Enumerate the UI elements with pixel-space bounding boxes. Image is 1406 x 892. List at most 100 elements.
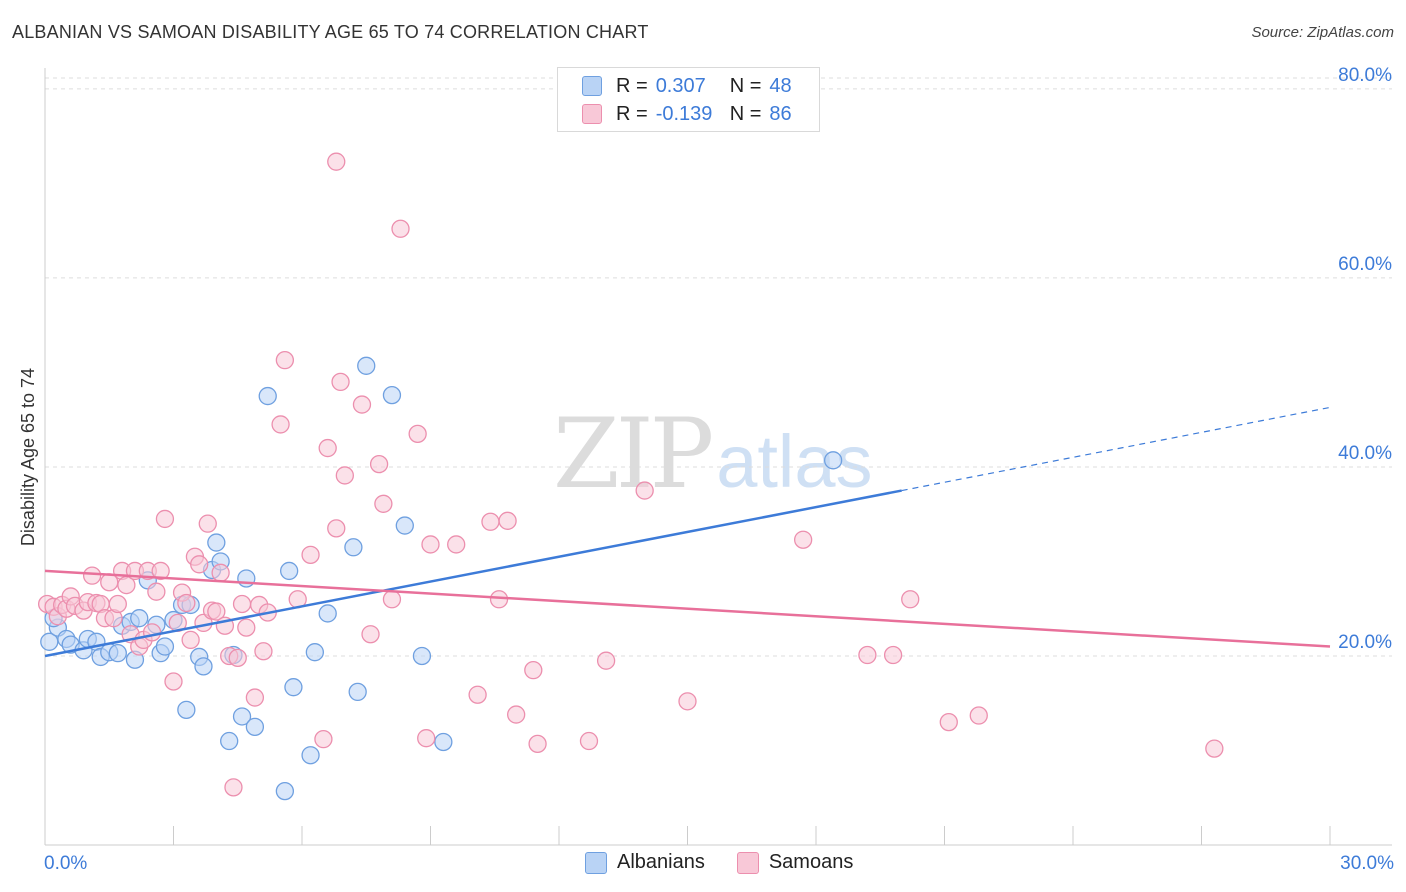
samoans-point (271, 415, 290, 434)
albanians-point (382, 385, 402, 405)
samoans-point (858, 645, 877, 665)
samoans-point (794, 530, 813, 549)
albanians-point (155, 637, 175, 656)
chart-title: ALBANIAN VS SAMOAN DISABILITY AGE 65 TO … (12, 22, 649, 42)
samoans-point (190, 555, 209, 574)
albanians-point (237, 569, 256, 588)
albanians-point (412, 646, 432, 666)
samoans-point (301, 545, 320, 564)
samoans-point (635, 481, 654, 500)
grid (45, 77, 1392, 657)
albanians-swatch (582, 76, 602, 96)
samoans-point (481, 512, 500, 531)
samoans-point (335, 466, 354, 485)
y-tick-label: 80.0% (1338, 65, 1392, 86)
albanians-legend-swatch (585, 851, 607, 874)
samoans-point (579, 731, 599, 751)
albanians-point (434, 732, 453, 752)
albanians-r-value: 0.307 (655, 74, 706, 97)
samoans-point (82, 566, 102, 585)
albanians-point (301, 746, 320, 765)
samoans-point (369, 454, 389, 474)
albanians-point (130, 609, 149, 628)
albanians-legend-label: Albanians (617, 851, 705, 873)
albanians-trend-extension (901, 406, 1331, 492)
samoans-point (232, 594, 252, 614)
samoans-point (327, 519, 346, 538)
samoans-point (421, 535, 440, 554)
samoans-point (228, 648, 247, 668)
y-tick-label: 60.0% (1338, 254, 1392, 275)
albanians-point (344, 538, 363, 557)
n-label: N = (729, 102, 762, 125)
y-axis-title: Disability Age 65 to 74 (18, 368, 38, 546)
samoans-point (237, 618, 256, 637)
samoans-point (331, 372, 350, 392)
samoans-point (318, 438, 337, 458)
samoans-point (275, 351, 295, 370)
samoans-point (361, 625, 380, 644)
samoans-point (901, 590, 920, 609)
samoans-point (108, 594, 127, 614)
samoans-point (489, 590, 509, 609)
legend-item-samoans[interactable]: Samoans (736, 851, 854, 874)
albanians-point (823, 451, 843, 470)
albanians-point (232, 707, 252, 726)
albanians-point (284, 678, 303, 697)
albanians-point (357, 356, 376, 375)
legend-item-albanians[interactable]: Albanians (585, 851, 705, 874)
samoans-point (417, 729, 436, 748)
samoans-point (883, 645, 903, 665)
y-tick-label: 20.0% (1338, 632, 1392, 653)
samoans-point (181, 630, 200, 650)
legend-row-samoans: R = -0.139 N = 86 (582, 100, 792, 128)
n-label: N = (729, 74, 762, 97)
axes (44, 68, 1392, 846)
samoans-point (939, 712, 958, 732)
samoans-point (254, 642, 273, 661)
albanians-point (258, 386, 277, 406)
samoans-point (211, 563, 230, 582)
samoans-swatch (582, 104, 602, 124)
samoans-point (382, 590, 402, 609)
samoans-point (198, 514, 217, 533)
y-tick-label: 40.0% (1338, 443, 1392, 464)
points (37, 152, 1224, 801)
samoans-point (224, 778, 243, 797)
samoans-point (164, 672, 183, 691)
samoans-point (177, 593, 196, 613)
albanians-trend-line (44, 489, 902, 658)
samoans-point (468, 685, 487, 704)
x-tick-label: 0.0% (44, 853, 87, 874)
samoans-point (142, 623, 162, 642)
albanians-point (275, 781, 295, 801)
samoans-point (524, 661, 543, 680)
trend-lines (44, 406, 1331, 658)
correlation-legend: R = 0.307 N = 48 R = -0.139 N = 86 (557, 67, 820, 132)
axis-labels: 20.0% 40.0% 60.0% 80.0% 0.0% 30.0% Disability … (18, 65, 1394, 874)
r-label: R = (616, 102, 648, 125)
samoans-point (447, 535, 466, 554)
samoans-legend-label: Samoans (768, 851, 854, 873)
samoans-point (391, 219, 410, 238)
samoans-r-value: -0.139 (655, 102, 713, 125)
samoans-point (678, 692, 697, 711)
albanians-point (207, 533, 226, 552)
samoans-point (314, 729, 333, 749)
samoans-point (352, 395, 372, 414)
albanians-point (194, 657, 213, 676)
albanians-point (348, 682, 367, 702)
samoans-point (498, 511, 517, 530)
samoans-point (151, 561, 170, 581)
albanians-point (245, 717, 265, 737)
albanians-point (305, 643, 325, 662)
samoans-point (327, 152, 346, 171)
samoans-trend-line (44, 569, 1331, 648)
legend-row-albanians: R = 0.307 N = 48 (582, 72, 792, 100)
albanians-point (318, 604, 337, 623)
series-legend: Albanians Samoans (585, 851, 885, 874)
samoans-point (374, 494, 393, 513)
samoans-legend-swatch (736, 851, 759, 874)
albanians-point (220, 731, 239, 751)
